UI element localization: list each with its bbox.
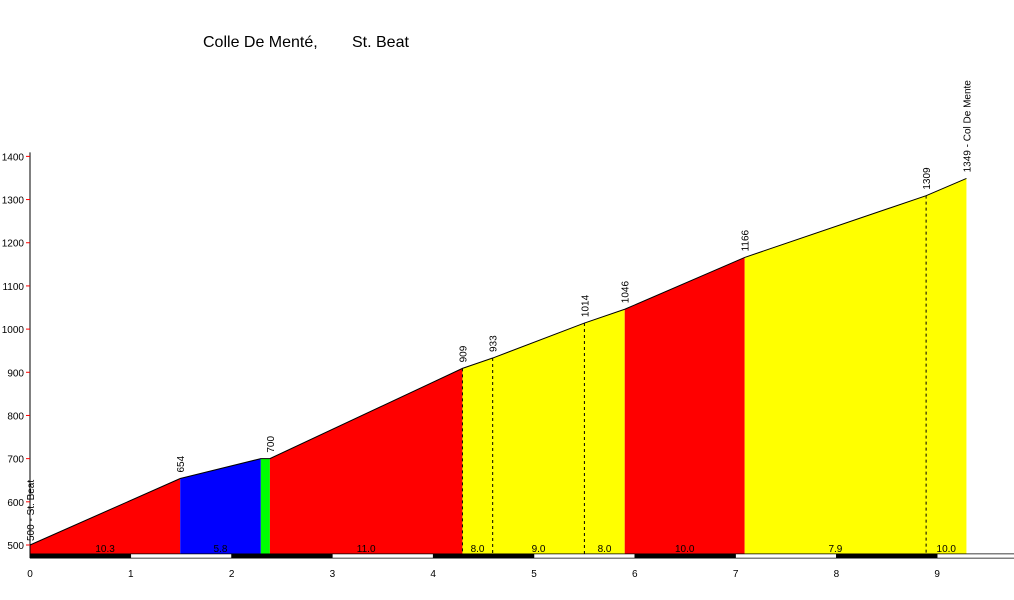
segment-area-1 [180,458,261,554]
point-labels: 500 - St. Beat 654 700 909 933 1014 1046 1166 13… [26,80,973,541]
profile-outline [29,177,967,546]
y-tick-label-900: 900 [7,368,24,379]
gradient-label-0: 10.3 [95,544,115,555]
x-axis-km-block-0 [29,553,132,559]
y-tick-label-1400: 1400 [2,152,25,163]
gradient-label-8: 7.9 [828,544,842,555]
x-axis: 0 1 2 3 4 5 6 7 8 9 [27,553,1014,580]
dashed-markers [461,195,927,554]
point-label-3: 909 [458,345,469,362]
segment-area-6 [584,309,625,554]
x-axis-km-block-2 [231,553,333,559]
segment-area-9 [926,178,967,554]
segment-area-7 [624,257,745,554]
x-tick-label-6: 6 [632,569,638,580]
gradient-label-1: 5.8 [214,544,228,555]
y-tick-label-800: 800 [7,411,24,422]
segment-area-5 [492,323,585,554]
y-axis: 500 600 700 800 900 1000 1100 1200 1300 1400 [2,152,31,558]
point-label-2: 700 [266,436,277,453]
segment-area-2 [260,458,270,554]
y-tick-label-1200: 1200 [2,239,25,250]
x-axis-km-block-5 [533,553,636,559]
gradient-label-5: 9.0 [532,544,546,555]
profile-areas [30,178,967,554]
point-label-8: 1309 [922,167,933,190]
y-tick-label-1300: 1300 [2,196,25,207]
segment-area-8 [744,195,927,554]
y-tick-label-600: 600 [7,498,24,509]
x-tick-label-7: 7 [733,569,739,580]
y-tick-label-700: 700 [7,455,24,466]
point-label-6: 1046 [621,281,632,304]
x-axis-km-block-9 [936,553,1014,559]
y-tick-label-1100: 1100 [2,282,24,293]
x-tick-label-0: 0 [27,569,33,580]
x-tick-label-8: 8 [834,569,840,580]
x-tick-label-3: 3 [330,569,336,580]
x-axis-km-block-7 [735,553,837,559]
segment-area-4 [462,358,493,554]
profile-line [29,177,967,546]
x-tick-label-2: 2 [229,569,235,580]
x-axis-km-block-8 [836,553,938,559]
point-label-5: 1014 [580,294,591,317]
point-label-9: 1349 - Col De Mente [962,80,973,173]
chart-subtitle: St. Beat [352,34,409,51]
x-tick-label-5: 5 [531,569,537,580]
gradient-label-7: 10.0 [675,544,695,555]
point-label-0: 500 - St. Beat [26,480,37,541]
gradient-labels: 10.3 5.8 11.0 8.0 9.0 8.0 10.0 7.9 10.0 [95,544,956,555]
segment-area-3 [269,368,463,554]
gradient-label-6: 8.0 [598,544,612,555]
gradient-label-3: 11.0 [357,544,376,555]
point-label-4: 933 [489,335,500,352]
y-tick-label-500: 500 [7,541,24,552]
chart-title: Colle De Menté, [203,34,318,51]
point-label-7: 1166 [741,229,752,251]
x-tick-label-4: 4 [430,569,436,580]
segment-area-0 [30,478,181,554]
gradient-label-9: 10.0 [937,544,957,555]
x-tick-label-9: 9 [934,569,940,580]
point-label-1: 654 [176,455,187,472]
y-tick-label-1000: 1000 [2,325,25,336]
x-axis-km-block-3 [332,553,434,559]
x-tick-label-1: 1 [128,569,134,580]
gradient-label-4: 8.0 [471,544,485,555]
